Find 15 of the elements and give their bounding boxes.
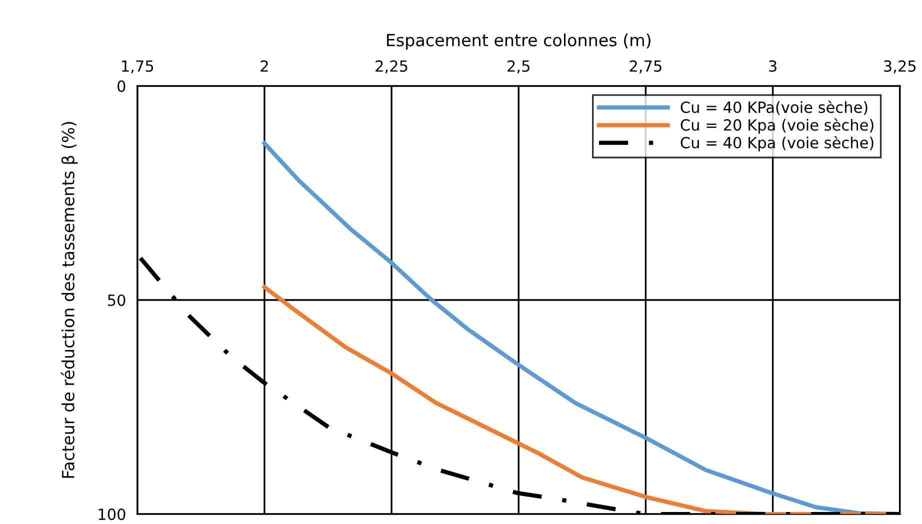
y-axis-title: Facteur de réduction des tassements β (%) [60,122,78,478]
x-tick-label: 3,25 [884,60,916,74]
x-tick-label: 2,5 [508,60,530,74]
legend-label: Cu = 40 KPa(voie sèche) [680,100,868,115]
y-tick-label: 0 [118,80,126,92]
x-tick-label: 3 [769,60,776,72]
x-tick-label: 1,75 [122,60,154,74]
x-tick-label: 2 [260,60,268,72]
y-tick-label: 100 [98,508,126,520]
legend-label: Cu = 20 Kpa (voie sèche) [680,118,874,134]
x-axis-title: Espacement entre colonnes (m) [387,33,650,50]
x-tick-label: 2,25 [376,60,408,74]
y-tick-label: 50 [108,294,126,306]
x-tick-label: 2,75 [630,60,662,74]
legend-label: Cu = 40 Kpa (voie sèche) [680,136,874,152]
